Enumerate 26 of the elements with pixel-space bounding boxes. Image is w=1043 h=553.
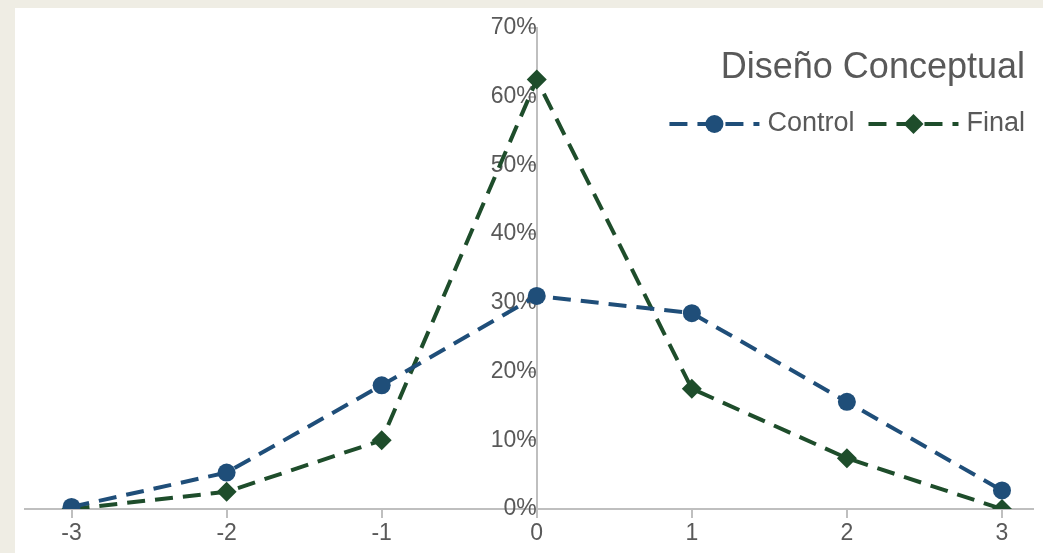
point [836, 448, 857, 469]
x-tick-label: 0 [530, 519, 544, 546]
point [837, 392, 856, 411]
y-tick-label: 20% [490, 356, 537, 383]
point [372, 376, 391, 395]
x-tick-label: -2 [216, 519, 237, 546]
y-tick-label: 40% [490, 219, 537, 246]
legend-label: Control [767, 107, 855, 138]
x-tick-label: -3 [61, 519, 82, 546]
point [216, 481, 237, 502]
y-tick-label: 50% [490, 150, 537, 177]
y-tick-label: 10% [490, 425, 537, 452]
x-tick-label: 2 [840, 519, 854, 546]
x-tick-label: 1 [685, 519, 699, 546]
point [371, 430, 392, 451]
y-tick-label: 60% [490, 82, 537, 109]
x-tick-label: -1 [371, 519, 392, 546]
text: Diseño Conceptual [720, 44, 1025, 86]
y-tick-label: 0% [503, 494, 537, 521]
x-tick-label: 3 [995, 519, 1009, 546]
point [217, 463, 236, 482]
point [682, 304, 701, 323]
legend-label: Final [966, 107, 1026, 138]
y-tick-label: 70% [490, 13, 537, 40]
point [992, 481, 1011, 500]
point [681, 378, 702, 399]
